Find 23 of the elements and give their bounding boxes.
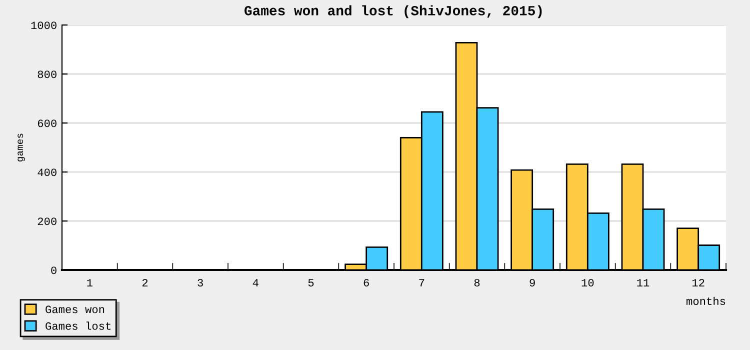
y-tick-label: 400 [38, 168, 56, 176]
x-tick-label: 4 [252, 279, 258, 286]
y-tick-label: 800 [38, 70, 56, 78]
y-tick-label: 600 [38, 120, 56, 128]
x-tick-label: 3 [198, 278, 203, 286]
x-tick-label: 2 [142, 278, 148, 286]
x-tick-label: 7 [419, 279, 424, 286]
x-tick-label: 12 [692, 278, 704, 286]
y-tick-label: 1000 [31, 22, 56, 30]
x-axis-title: months [686, 296, 726, 305]
x-tick-label: 5 [308, 279, 314, 286]
x-tick-label: 9 [530, 278, 535, 286]
x-tick-label: 8 [474, 278, 480, 286]
legend-label: Games lost [46, 322, 111, 330]
x-tick-label: 1 [87, 279, 92, 286]
x-tick-label: 11 [637, 279, 650, 286]
chart-title: Games won and lost (ShivJones, 2015) [244, 5, 542, 18]
x-tick-label: 10 [582, 278, 594, 286]
legend-label: Games won [46, 306, 104, 314]
y-axis-title: games [18, 134, 25, 162]
y-tick-label: 0 [51, 266, 56, 274]
y-tick-label: 200 [38, 218, 56, 226]
x-tick-label: 6 [364, 278, 369, 286]
